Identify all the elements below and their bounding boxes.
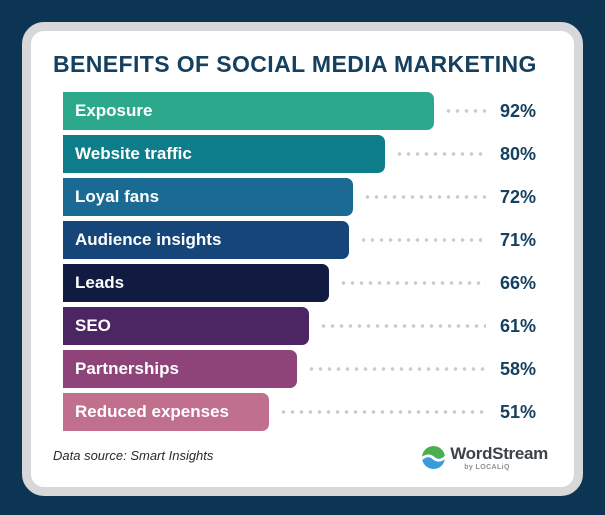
dotted-leader	[318, 323, 486, 329]
bar-label: Loyal fans	[75, 187, 160, 206]
bar-chart: Exposure 92% Website traffic 80% Loyal f…	[63, 92, 556, 431]
bar-label: Exposure	[75, 101, 153, 120]
value-label: 58%	[500, 358, 537, 379]
dotted-leader	[395, 151, 486, 157]
bar-row: Audience insights 71%	[63, 221, 556, 259]
value-label: 61%	[500, 315, 537, 336]
bar-label: SEO	[75, 316, 111, 335]
chart-title: BENEFITS OF SOCIAL MEDIA MARKETING	[53, 51, 537, 77]
bar-exposure: Exposure	[63, 92, 434, 130]
value-label: 66%	[500, 272, 537, 293]
bar-label: Partnerships	[75, 359, 179, 378]
bar-row: SEO 61%	[63, 307, 556, 345]
infographic-card: BENEFITS OF SOCIAL MEDIA MARKETING Expos…	[22, 22, 583, 496]
brand-name: WordStream	[450, 444, 548, 463]
bar-audience-insights: Audience insights	[63, 221, 350, 259]
value-label: 51%	[500, 401, 537, 422]
dotted-leader	[306, 366, 486, 372]
bar-partnerships: Partnerships	[63, 350, 297, 388]
value-label: 71%	[500, 229, 537, 250]
dotted-leader	[443, 108, 486, 114]
bar-row: Partnerships 58%	[63, 350, 556, 388]
bar-loyal-fans: Loyal fans	[63, 178, 354, 216]
footer: Data source: Smart Insights WordStream b…	[45, 444, 556, 472]
brand-text: WordStream by LOCALiQ	[450, 444, 548, 472]
dotted-leader	[363, 194, 486, 200]
bar-row: Loyal fans 72%	[63, 178, 556, 216]
bar-label: Website traffic	[75, 144, 192, 163]
bar-website-traffic: Website traffic	[63, 135, 386, 173]
bar-row: Exposure 92%	[63, 92, 556, 130]
bar-label: Audience insights	[75, 230, 222, 249]
bar-row: Website traffic 80%	[63, 135, 556, 173]
bar-leads: Leads	[63, 264, 329, 302]
value-label: 72%	[500, 186, 537, 207]
card-content: BENEFITS OF SOCIAL MEDIA MARKETING Expos…	[31, 31, 574, 487]
bar-row: Leads 66%	[63, 264, 556, 302]
value-label: 92%	[500, 100, 537, 121]
bar-label: Reduced expenses	[75, 402, 230, 421]
bar-row: Reduced expenses 51%	[63, 393, 556, 431]
bar-seo: SEO	[63, 307, 309, 345]
wordstream-logo: WordStream by LOCALiQ	[422, 444, 556, 472]
bar-label: Leads	[75, 273, 125, 292]
dotted-leader	[278, 409, 486, 415]
data-source-note: Data source: Smart Insights	[53, 448, 214, 463]
value-label: 80%	[500, 143, 537, 164]
bar-reduced-expenses: Reduced expenses	[63, 393, 269, 431]
dotted-leader	[338, 280, 486, 286]
wave-circle-icon	[422, 446, 446, 469]
brand-subtitle: by LOCALiQ	[464, 464, 510, 471]
dotted-leader	[359, 237, 486, 243]
